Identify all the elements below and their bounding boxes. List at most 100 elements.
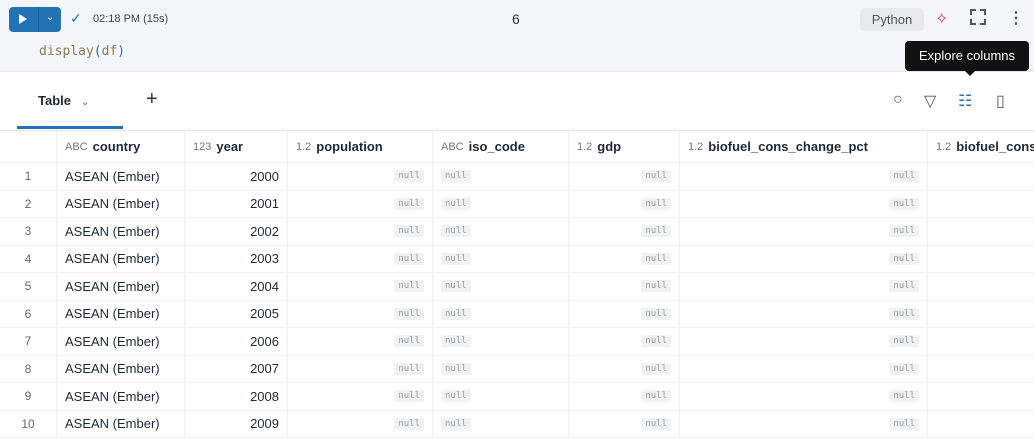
cell-null: null [288,355,433,382]
null-badge: null [641,335,671,348]
cell-null [928,218,1034,245]
cell-null: null [288,218,433,245]
null-badge: null [889,335,919,348]
table-row: 7 ASEAN (Ember) 2006 null null null null [0,328,1034,356]
cell-null [928,383,1034,410]
cell-null: null [569,410,680,437]
cell-null [928,273,1034,300]
null-badge: null [394,417,424,430]
table-row: 4 ASEAN (Ember) 2003 null null null null [0,245,1034,273]
more-options-icon[interactable]: ⋮ [1008,10,1024,27]
cell-null: null [569,245,680,272]
cell-null: null [569,163,680,190]
row-number-header [0,131,57,162]
cell-null: null [569,383,680,410]
cell-null [928,411,1034,438]
null-badge: null [889,280,919,293]
column-header[interactable]: 1.2 population [288,131,433,162]
cell-country: ASEAN (Ember) [57,190,185,217]
type-icon: ABC [441,140,464,153]
cell-null: null [569,273,680,300]
code-function: display [39,44,94,59]
null-badge: null [641,197,671,210]
null-badge: null [641,280,671,293]
null-badge: null [889,362,919,375]
cell-null: null [433,245,569,272]
language-button[interactable]: Python [860,8,924,31]
cell-country: ASEAN (Ember) [57,410,185,437]
cell-year: 2003 [185,245,288,272]
search-icon[interactable]: ○ [893,91,903,108]
type-icon: 1.2 [936,140,952,153]
null-badge: null [641,252,671,265]
null-badge: null [441,335,471,348]
null-badge: null [394,362,424,375]
null-badge: null [441,417,471,430]
null-badge: null [441,225,471,238]
code-editor[interactable]: display(df) [39,44,126,59]
cell-null: null [433,328,569,355]
cell-null: null [288,410,433,437]
column-header[interactable]: 1.2 gdp [569,131,680,162]
cell-null: null [680,218,928,245]
cell-null [928,246,1034,273]
cell-country: ASEAN (Ember) [57,300,185,327]
null-badge: null [441,362,471,375]
chevron-down-icon[interactable]: ⌄ [81,97,90,108]
type-icon: 1.2 [688,140,704,153]
table-row: 1 ASEAN (Ember) 2000 null null null null [0,163,1034,191]
cell-number: 6 [512,11,520,27]
column-header[interactable]: 123 year [185,131,288,162]
row-number: 5 [0,273,57,300]
column-header[interactable]: 1.2 biofuel_cons_change_pct [680,131,928,162]
cell-year: 2008 [185,383,288,410]
cell-null: null [680,300,928,327]
cell-country: ASEAN (Ember) [57,218,185,245]
chevron-down-icon[interactable]: ⌄ [46,12,55,23]
null-badge: null [394,390,424,403]
cell-year: 2009 [185,410,288,437]
null-badge: null [641,170,671,183]
run-button[interactable]: ⌄ [9,7,61,32]
cell-year: 2001 [185,190,288,217]
cell-country: ASEAN (Ember) [57,163,185,190]
column-header[interactable]: ABC iso_code [433,131,569,162]
table-row: 10 ASEAN (Ember) 2009 null null null null [0,410,1034,438]
null-badge: null [889,197,919,210]
cell-country: ASEAN (Ember) [57,273,185,300]
header-row: ABC country 123 year 1.2 population ABC iso_cod… [0,131,1034,163]
table-row: 6 ASEAN (Ember) 2005 null null null null [0,300,1034,328]
null-badge: null [441,252,471,265]
row-number: 1 [0,163,57,190]
tab-table[interactable]: Table ⌄ [38,93,89,108]
cell-country: ASEAN (Ember) [57,383,185,410]
null-badge: null [394,170,424,183]
cell-null [928,191,1034,218]
null-badge: null [394,252,424,265]
cell-null: null [288,190,433,217]
cell-null: null [569,190,680,217]
null-badge: null [889,225,919,238]
null-badge: null [641,225,671,238]
null-badge: null [441,280,471,293]
cell-null: null [680,273,928,300]
explore-columns-icon[interactable]: ☷ [958,93,973,110]
type-icon: 1.2 [296,140,312,153]
cell-null: null [288,300,433,327]
filter-icon[interactable]: ▽ [924,93,937,110]
fullscreen-icon[interactable] [970,9,986,25]
sidebar-panel-icon[interactable]: ▯ [996,93,1005,110]
table-row: 9 ASEAN (Ember) 2008 null null null null [0,383,1034,411]
column-name: biofuel_cons_change_twh [956,139,1034,154]
column-header[interactable]: ABC country [57,131,185,162]
code-arg: df [101,44,118,59]
column-name: country [92,139,141,154]
column-header[interactable]: 1.2 biofuel_cons_change_twh [928,131,1034,162]
tab-label: Table [38,93,71,108]
null-badge: null [394,335,424,348]
assistant-icon[interactable]: ✧ [935,11,949,28]
table-row: 2 ASEAN (Ember) 2001 null null null null [0,190,1034,218]
add-tab-button[interactable]: + [146,88,158,110]
cell-null: null [569,355,680,382]
null-badge: null [889,307,919,320]
